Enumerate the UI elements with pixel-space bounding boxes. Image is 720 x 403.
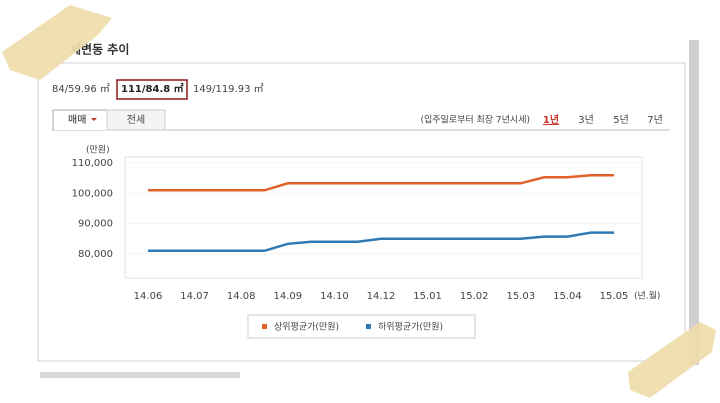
- tab: [106, 109, 166, 131]
- x-tick-label: 15.03: [506, 291, 535, 302]
- x-tick-label: 14.06: [134, 291, 163, 302]
- tape: [2, 5, 112, 80]
- y-tick-label: 80,000: [78, 249, 113, 260]
- legend-swatch: [366, 324, 371, 329]
- series-line: [148, 231, 614, 253]
- legend: [247, 314, 476, 339]
- x-tick-label: 15.05: [600, 291, 629, 302]
- title: 세변동 추이: [70, 42, 129, 57]
- x-unit: (년.월): [634, 290, 660, 302]
- size-tab[interactable]: 84/59.96 ㎡: [52, 83, 110, 95]
- dropdown-arrow: [91, 118, 97, 121]
- x-tick-label: 15.01: [413, 291, 442, 302]
- series-line: [148, 173, 614, 192]
- period[interactable]: 5년: [613, 114, 629, 126]
- period[interactable]: 7년: [647, 114, 663, 126]
- size-tab[interactable]: 149/119.93 ㎡: [193, 83, 264, 95]
- y-tick-label: 100,000: [72, 188, 113, 199]
- legend-label: 하위평균가(만원): [378, 322, 443, 333]
- tape: [628, 322, 716, 398]
- x-tick-label: 14.10: [320, 291, 349, 302]
- x-tick-label: 15.02: [460, 291, 489, 302]
- chart: 80,000 90,000 100,000 110,000 14.06 14.07 14.0…: [72, 158, 642, 333]
- x-tick-label: 14.09: [273, 291, 302, 302]
- y-unit: (만원): [86, 145, 110, 156]
- period[interactable]: 3년: [578, 114, 594, 126]
- period-note: (입주일로부터 최장 7년시세): [420, 114, 530, 126]
- y-tick-label: 110,000: [72, 158, 113, 169]
- trade-tab[interactable]: 전세: [127, 114, 145, 126]
- x-tick-label: 14.07: [180, 291, 209, 302]
- plot-area: [124, 156, 643, 279]
- page-curl: [689, 40, 699, 365]
- trade-tab[interactable]: 매매: [68, 114, 86, 126]
- size-tab-selected[interactable]: 111/84.8 ㎡: [121, 82, 184, 95]
- period[interactable]: 1년: [543, 113, 559, 126]
- y-tick-label: 90,000: [78, 219, 113, 230]
- x-tick-label: 14.12: [367, 291, 396, 302]
- x-tick-label: 14.08: [227, 291, 256, 302]
- size-tab-selected-box: [116, 79, 188, 100]
- legend-swatch: [262, 324, 267, 329]
- x-tick-label: 15.04: [553, 291, 582, 302]
- page-shadow: [40, 372, 240, 378]
- legend-label: 상위평균가(만원): [274, 322, 339, 333]
